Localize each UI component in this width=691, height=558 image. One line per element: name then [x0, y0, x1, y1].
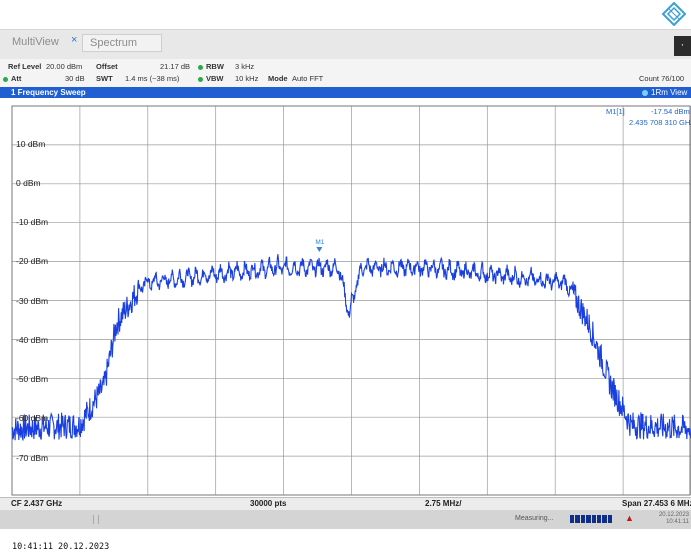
y-tick-label: -70 dBm — [16, 453, 49, 463]
trace-mode-label: 1Rm View — [651, 88, 688, 97]
instrument-status-bar: Measuring... ▲ 20.12.2023 10:41:11 — [0, 510, 691, 529]
y-tick-label: -60 dBm — [16, 413, 49, 423]
marker-m1-label: M1 — [315, 239, 324, 246]
marker-m1-icon[interactable] — [316, 247, 323, 253]
frequency-per-division: 2.75 MHz/ — [425, 499, 462, 508]
sweep-points: 30000 pts — [250, 499, 287, 508]
y-tick-label: 0 dBm — [16, 178, 41, 188]
sweep-count: Count 76/100 — [639, 74, 685, 83]
frequency-sweep-title-bar: 1 Frequency Sweep 1Rm View — [0, 87, 691, 98]
y-tick-label: -40 dBm — [16, 335, 49, 345]
rbw-value[interactable]: 3 kHz — [235, 62, 255, 71]
rohde-schwarz-logo-icon — [662, 2, 686, 26]
measurement-progress-bar — [570, 515, 612, 523]
vbw-coupled-dot — [198, 76, 203, 82]
swt-label: SWT — [96, 74, 113, 83]
screenshot-timestamp: 10:41:11 20.12.2023 — [12, 542, 110, 552]
sweep-window-title[interactable]: 1 Frequency Sweep — [11, 88, 86, 97]
warning-icon[interactable]: ▲ — [625, 513, 634, 523]
marker-name: M1[1] — [606, 107, 625, 116]
att-value[interactable]: 30 dB — [65, 74, 85, 83]
side-panel-button[interactable]: · — [674, 36, 691, 56]
att-label-text: Att — [11, 74, 22, 83]
offset-value[interactable]: 21.17 dB — [160, 62, 191, 71]
att-coupled-dot — [3, 76, 8, 82]
trace-indicator-icon — [642, 90, 648, 96]
y-tick-label: -10 dBm — [16, 217, 49, 227]
y-tick-label: -20 dBm — [16, 256, 49, 266]
y-tick-label: 10 dBm — [16, 139, 46, 149]
plot-frame — [11, 105, 691, 496]
marker-level: -17.54 dBm — [651, 107, 690, 116]
y-tick-label: -30 dBm — [16, 296, 49, 306]
frequency-span[interactable]: Span 27.453 6 MHz — [622, 499, 691, 508]
frequency-status-bar: CF 2.437 GHz 30000 pts 2.75 MHz/ Span 27… — [0, 497, 691, 510]
instrument-date: 20.12.2023 — [658, 512, 689, 518]
vbw-value[interactable]: 10 kHz — [235, 74, 259, 83]
rbw-label: RBW — [198, 62, 224, 71]
att-label: Att — [3, 74, 21, 83]
rbw-label-text: RBW — [206, 62, 224, 71]
rbw-coupled-dot — [198, 64, 203, 70]
resize-grip-icon[interactable] — [93, 515, 99, 524]
instrument-time: 10:41:11 — [666, 519, 689, 525]
measuring-status: Measuring... — [515, 515, 554, 522]
mode-label: Mode — [268, 74, 288, 83]
marker-frequency: 2.435 708 310 GHz — [629, 118, 691, 127]
mode-value[interactable]: Auto FFT — [292, 74, 324, 83]
vbw-label-text: VBW — [206, 74, 224, 83]
close-tab-icon[interactable]: × — [71, 34, 78, 46]
swt-value[interactable]: 1.4 ms (~38 ms) — [125, 74, 180, 83]
offset-label: Offset — [96, 62, 118, 71]
vbw-label: VBW — [198, 74, 224, 83]
tab-spectrum[interactable]: Spectrum — [82, 34, 162, 52]
center-frequency[interactable]: CF 2.437 GHz — [11, 499, 63, 508]
ref-level-label: Ref Level — [8, 62, 42, 71]
measurement-parameters: Ref Level 20.00 dBm Offset 21.17 dB RBW … — [0, 59, 691, 87]
tab-bar: MultiView × Spectrum · — [0, 29, 691, 60]
spectrum-plot-area[interactable]: M1 10 dBm 0 dBm -10 dBm -20 dBm -30 dBm … — [0, 98, 691, 497]
y-tick-label: -50 dBm — [16, 374, 49, 384]
instrument-clock: 20.12.2023 10:41:11 — [645, 512, 689, 526]
ref-level-value[interactable]: 20.00 dBm — [46, 62, 83, 71]
spectrum-trace — [11, 254, 691, 441]
spectrum-plot[interactable]: M1 — [0, 98, 691, 497]
tab-multiview[interactable]: MultiView — [12, 36, 59, 48]
